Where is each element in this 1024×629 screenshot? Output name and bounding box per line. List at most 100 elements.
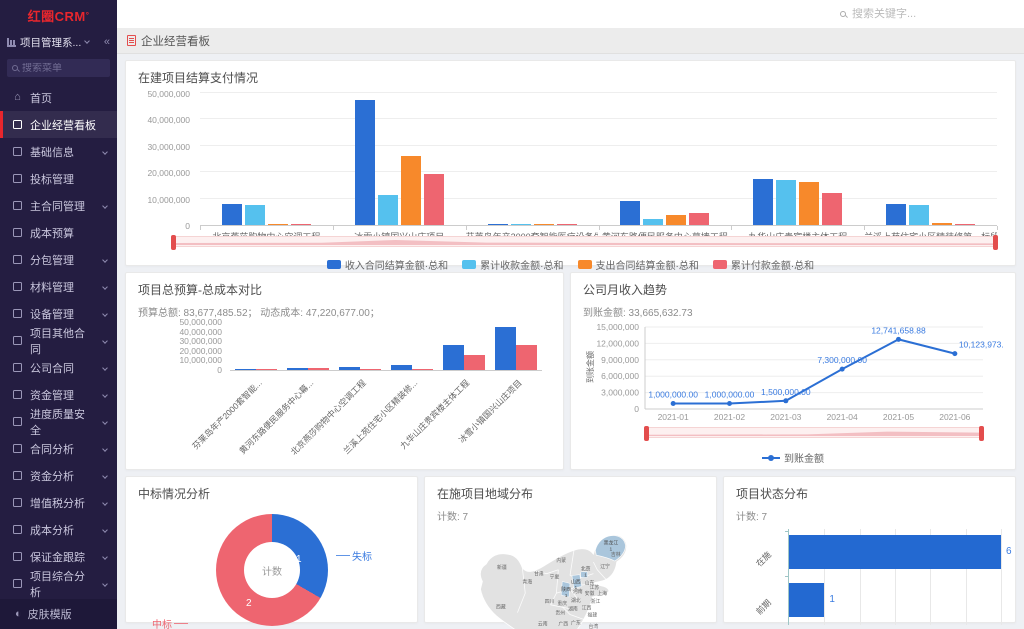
sidebar-item-17[interactable]: 保证金跟踪	[0, 543, 117, 570]
bar[interactable]	[487, 224, 508, 225]
sidebar-item-5[interactable]: 成本预算	[0, 219, 117, 246]
bar[interactable]	[516, 345, 537, 370]
legend-item[interactable]: 到账金额	[762, 450, 824, 465]
bar[interactable]	[666, 215, 687, 225]
donut-center: 计数	[244, 542, 300, 598]
sidebar-item-4[interactable]: 主合同管理	[0, 192, 117, 219]
province-label: 云南	[537, 620, 547, 627]
sidebar-item-13[interactable]: 合同分析	[0, 435, 117, 462]
bar[interactable]	[886, 203, 907, 225]
bar[interactable]	[822, 192, 843, 225]
bar[interactable]	[360, 369, 381, 370]
bar[interactable]	[290, 224, 311, 225]
sidebar-collapse-button[interactable]: «	[103, 36, 110, 48]
workspace-icon	[7, 37, 16, 47]
bar[interactable]	[244, 205, 265, 225]
bar[interactable]	[753, 178, 774, 225]
highlight-beijing[interactable]	[579, 571, 588, 578]
status-hbar-chart: 01234566在施1前期	[736, 527, 1012, 629]
bar[interactable]	[256, 369, 277, 370]
bar[interactable]	[339, 367, 360, 370]
skin-template-label: 皮肤模版	[27, 609, 72, 621]
bar[interactable]	[221, 203, 242, 225]
bar[interactable]	[400, 155, 421, 225]
line-chart-svg[interactable]: 0 3,000,000 6,000,000 9,000,000 12,000,000 15…	[583, 321, 1013, 425]
sidebar-item-12[interactable]: 进度质量安全	[0, 408, 117, 437]
datazoom-handle-right[interactable]	[993, 235, 998, 250]
province-label: 广西	[558, 620, 568, 627]
sidebar-item-15[interactable]: 增值税分析	[0, 489, 117, 516]
card-title: 项目状态分布	[736, 487, 809, 501]
china-map-shape[interactable]	[479, 534, 627, 629]
bar[interactable]	[308, 367, 329, 370]
bar[interactable]	[443, 344, 464, 370]
bar[interactable]	[391, 365, 412, 370]
skin-template-button[interactable]: ◐ 皮肤模版	[0, 599, 117, 629]
sidebar-item-1[interactable]: 企业经营看板	[0, 111, 117, 138]
highlight-shanxi[interactable]	[571, 574, 582, 589]
tab-enterprise-dashboard[interactable]: 企业经营看板	[127, 33, 210, 49]
datazoom-handle-left[interactable]	[644, 426, 649, 441]
bar[interactable]	[354, 99, 375, 225]
search-icon	[12, 65, 18, 71]
province-border	[569, 550, 574, 576]
bar[interactable]	[287, 368, 308, 370]
legend-item[interactable]: 收入合同结算金额·总和	[326, 257, 448, 272]
bar[interactable]	[533, 224, 554, 225]
card-region-distribution: 在施项目地域分布 计数: 7 新疆 西藏 青海 甘肃 内蒙 宁夏 陕西 1 山西 1 北京 1 黑龙江 1…	[424, 476, 717, 629]
legend-item[interactable]: 累计收款金额·总和	[462, 257, 564, 272]
legend-item[interactable]: 支出合同结算金额·总和	[577, 257, 699, 272]
datazoom-handle-right[interactable]	[979, 426, 984, 441]
bar[interactable]	[377, 194, 398, 225]
workspace-selector[interactable]: 项目管理系... «	[0, 30, 117, 54]
sidebar-search-input[interactable]	[22, 62, 102, 74]
datazoom-handle-left[interactable]	[171, 235, 176, 250]
bar[interactable]	[789, 583, 825, 617]
highlight-heilongjiang[interactable]	[594, 535, 626, 562]
bar[interactable]	[776, 180, 797, 225]
province-border	[516, 567, 526, 613]
legend-item[interactable]: 累计付款金额·总和	[712, 257, 814, 272]
highlight-shaanxi[interactable]	[560, 581, 570, 598]
bar[interactable]	[495, 327, 516, 370]
sidebar-item-label: 首页	[30, 92, 52, 105]
card-title: 在施项目地域分布	[437, 487, 534, 501]
bar[interactable]	[423, 174, 444, 225]
axis-tick	[785, 576, 789, 577]
sidebar-item-3[interactable]: 投标管理	[0, 165, 117, 192]
sidebar-item-7[interactable]: 材料管理	[0, 273, 117, 300]
sidebar-item-18[interactable]: 项目综合分析	[0, 570, 117, 599]
sidebar-item-2[interactable]: 基础信息	[0, 138, 117, 165]
bar[interactable]	[643, 218, 664, 225]
sidebar-item-16[interactable]: 成本分析	[0, 516, 117, 543]
sidebar-item-8[interactable]: 设备管理	[0, 300, 117, 327]
card-subtitle: 预算总额: 83,677,485.52； 动态成本: 47,220,677.00…	[138, 308, 380, 319]
line-series	[673, 338, 956, 405]
bar[interactable]	[556, 224, 577, 225]
datazoom-slider[interactable]	[644, 426, 984, 441]
sidebar-item-0[interactable]: ⌂ 首页	[0, 84, 117, 111]
bar[interactable]	[620, 201, 641, 225]
sidebar-item-9[interactable]: 项目其他合同	[0, 327, 117, 356]
sidebar-search[interactable]	[7, 59, 110, 77]
bar[interactable]	[412, 369, 433, 370]
china-map-svg[interactable]: 新疆西藏青海甘肃内蒙宁夏陕西1山西1北京1黑龙江1吉林辽宁山东河南湖北安徽江苏上…	[449, 525, 693, 629]
sidebar-item-10[interactable]: 公司合同	[0, 354, 117, 381]
sidebar-item-14[interactable]: 资金分析	[0, 462, 117, 489]
bar[interactable]	[932, 222, 953, 225]
global-search-input[interactable]	[852, 8, 962, 20]
bar[interactable]	[464, 354, 485, 370]
gridline	[200, 92, 997, 93]
bar[interactable]	[909, 205, 930, 225]
bar[interactable]	[235, 368, 256, 370]
datazoom-slider[interactable]	[171, 235, 998, 250]
bar[interactable]	[267, 223, 288, 225]
bar[interactable]	[510, 224, 531, 225]
datazoom-preview	[174, 239, 995, 245]
bar[interactable]	[955, 224, 976, 225]
bar[interactable]	[799, 181, 820, 225]
sidebar-item-11[interactable]: 资金管理	[0, 381, 117, 408]
bar[interactable]	[689, 212, 710, 225]
sidebar-item-6[interactable]: 分包管理	[0, 246, 117, 273]
bar[interactable]	[789, 535, 1001, 569]
